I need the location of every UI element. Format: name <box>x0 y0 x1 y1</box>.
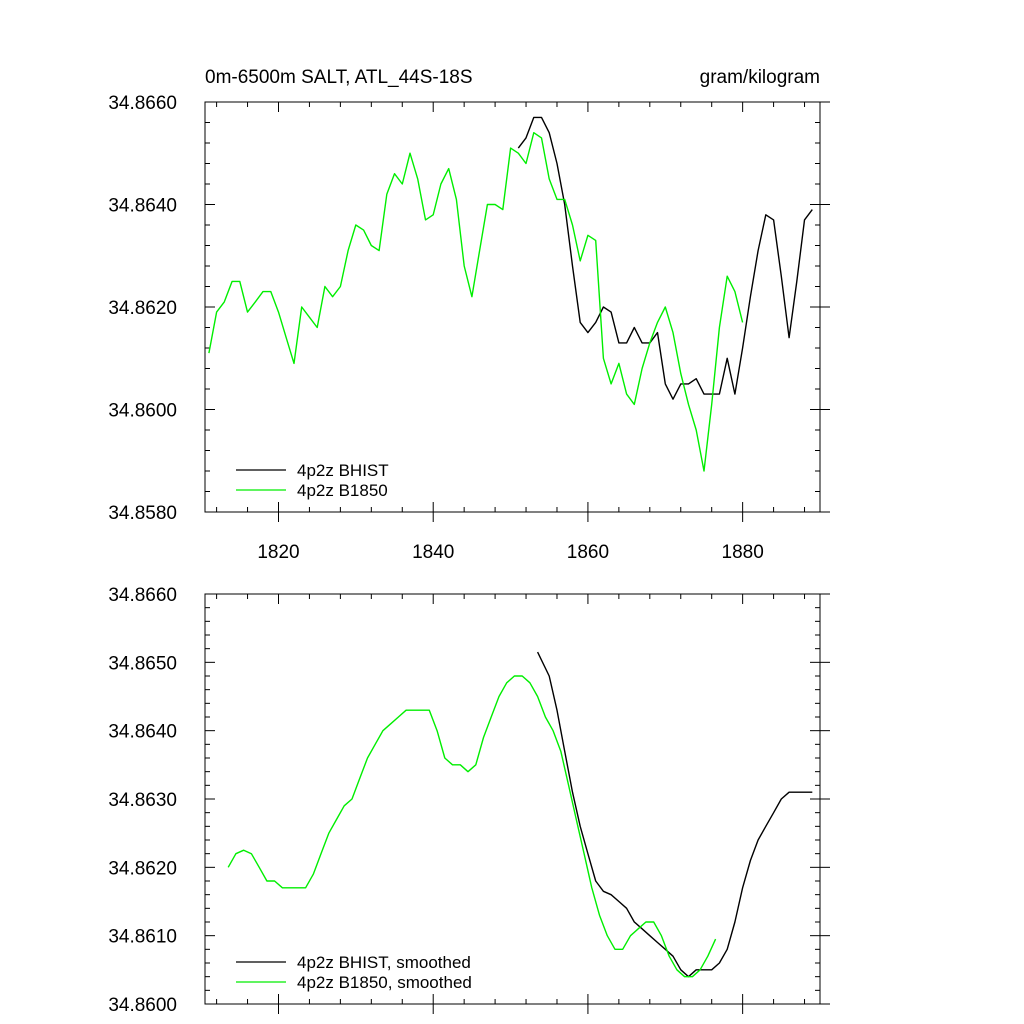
top-plot-frame <box>204 101 821 513</box>
top-series <box>208 116 813 472</box>
chart-units: gram/kilogram <box>700 67 820 88</box>
y-tick-label: 34.8650 <box>108 653 177 674</box>
series-line-4p2z-b1850-smoothed <box>227 675 717 978</box>
bottom-axes: 34.8600 34.8610 34.8620 34.8630 34.8640 34.86… <box>108 585 830 1016</box>
y-tick-label: 34.8620 <box>108 298 177 319</box>
y-tick-label: 34.8620 <box>108 858 177 879</box>
bottom-series <box>227 651 813 978</box>
y-tick-label: 34.8600 <box>108 401 177 422</box>
x-tick-label: 1860 <box>567 542 609 563</box>
series-line-4p2z-bhist-smoothed <box>536 651 813 978</box>
legend-label-b1850-smoothed: 4p2z B1850, smoothed <box>297 973 472 992</box>
bottom-panel: 34.8600 34.8610 34.8620 34.8630 34.8640 34.86… <box>108 585 830 1016</box>
y-tick-label: 34.8600 <box>108 995 177 1016</box>
legend-label-bhist: 4p2z BHIST <box>297 461 389 480</box>
x-tick-label: 1840 <box>412 542 454 563</box>
bottom-plot-frame <box>204 593 821 1005</box>
y-tick-label: 34.8640 <box>108 196 177 217</box>
chart-title: 0m-6500m SALT, ATL_44S-18S <box>205 67 473 88</box>
y-tick-label: 34.8630 <box>108 790 177 811</box>
y-tick-label: 34.8640 <box>108 722 177 743</box>
top-axes: 1820 1840 1860 1880 34.8580 34.8600 34.8620 34.… <box>108 93 830 563</box>
top-legend: 4p2z BHIST 4p2z B1850 <box>236 461 389 500</box>
x-tick-label: 1820 <box>257 542 299 563</box>
series-line-4p2z-b1850 <box>208 131 744 472</box>
bottom-legend: 4p2z BHIST, smoothed 4p2z B1850, smoothe… <box>236 953 472 992</box>
y-tick-label: 34.8610 <box>108 927 177 948</box>
y-tick-label: 34.8660 <box>108 93 177 114</box>
series-line-4p2z-bhist <box>517 116 813 400</box>
legend-label-b1850: 4p2z B1850 <box>297 481 388 500</box>
y-tick-label: 34.8580 <box>108 503 177 524</box>
y-tick-label: 34.8660 <box>108 585 177 606</box>
top-panel: 0m-6500m SALT, ATL_44S-18S gram/kilogram… <box>108 67 830 563</box>
x-tick-label: 1880 <box>722 542 764 563</box>
legend-label-bhist-smoothed: 4p2z BHIST, smoothed <box>297 953 471 972</box>
